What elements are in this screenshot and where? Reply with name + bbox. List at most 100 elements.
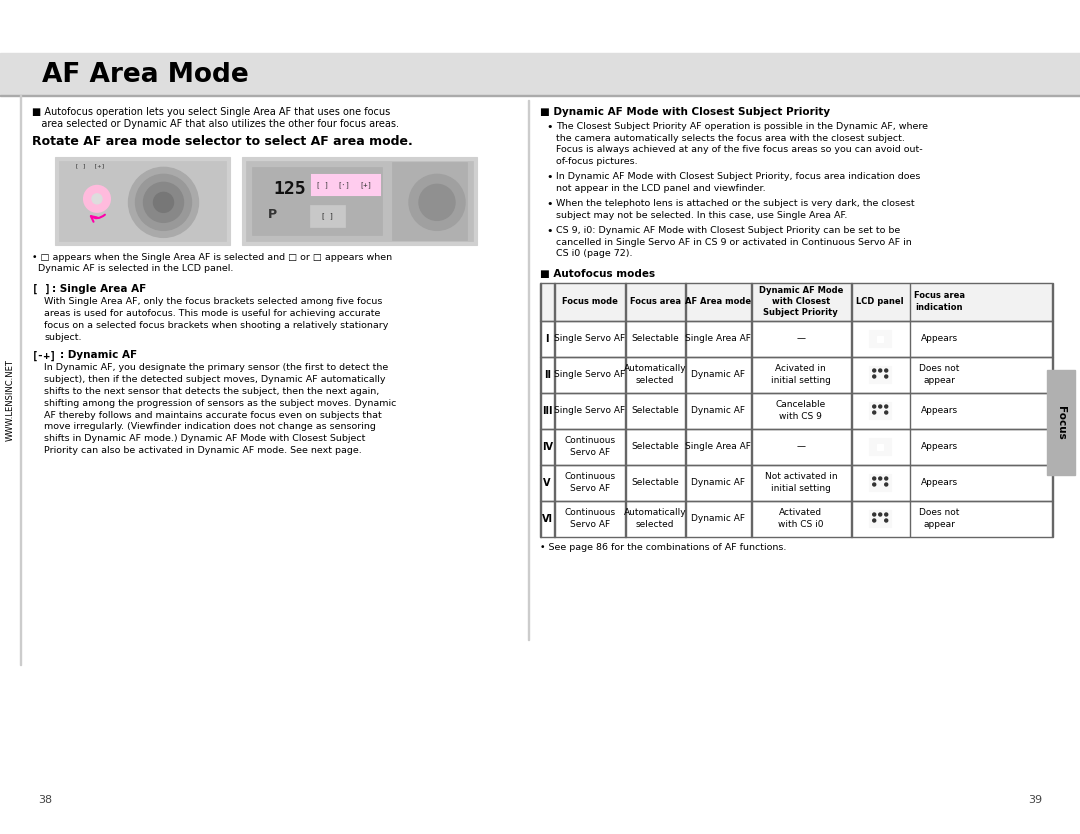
Text: •: • [546,122,553,132]
Text: Appears: Appears [920,334,958,343]
Text: area selected or Dynamic AF that also utilizes the other four focus areas.: area selected or Dynamic AF that also ut… [32,118,399,128]
Text: Continuous
Servo AF: Continuous Servo AF [564,436,616,456]
Text: Does not
appear: Does not appear [919,364,959,384]
Circle shape [873,519,876,522]
Bar [0,53,1080,95]
Text: Automatically
selected: Automatically selected [624,509,687,529]
Text: P: P [268,208,276,221]
Text: ■ Dynamic AF Mode with Closest Subject Priority: ■ Dynamic AF Mode with Closest Subject P… [540,107,831,117]
Text: Appears: Appears [920,478,958,487]
Text: Single Area AF: Single Area AF [685,442,751,451]
Text: In Dynamic AF Mode with Closest Subject Priority, focus area indication does: In Dynamic AF Mode with Closest Subject … [556,172,920,181]
Circle shape [885,411,888,414]
Bar [540,429,1052,465]
Text: shifts to the next sensor that detects the subject, then the next again,: shifts to the next sensor that detects t… [44,387,379,396]
Text: Appears: Appears [920,406,958,415]
Circle shape [885,375,888,378]
Text: VI: VI [542,514,553,524]
Bar [312,174,380,194]
Text: shifts in Dynamic AF mode.) Dynamic AF Mode with Closest Subject: shifts in Dynamic AF mode.) Dynamic AF M… [44,435,365,443]
Text: WWW.LENSINC.NET: WWW.LENSINC.NET [5,359,14,441]
Text: Dynamic AF: Dynamic AF [691,478,745,487]
Text: • See page 86 for the combinations of AF functions.: • See page 86 for the combinations of AF… [540,544,786,552]
Text: V: V [543,478,551,488]
Circle shape [873,483,876,486]
Text: not appear in the LCD panel and viewfinder.: not appear in the LCD panel and viewfind… [556,183,766,193]
Bar [540,356,1052,393]
Text: Dynamic AF: Dynamic AF [691,406,745,415]
Circle shape [879,477,881,480]
Circle shape [885,369,888,372]
Text: Does not
appear: Does not appear [919,509,959,529]
Text: areas is used for autofocus. This mode is useful for achieving accurate: areas is used for autofocus. This mode i… [44,309,380,318]
Text: The Closest Subject Priority AF operation is possible in the Dynamic AF, where: The Closest Subject Priority AF operatio… [556,122,928,131]
Text: Dynamic AF Mode
with Closest
Subject Priority: Dynamic AF Mode with Closest Subject Pri… [758,286,843,317]
Text: Focus is always achieved at any of the five focus areas so you can avoid out-: Focus is always achieved at any of the f… [556,145,922,154]
Bar [59,161,226,240]
Circle shape [873,375,876,378]
Bar [540,283,1052,320]
Text: [·]: [·] [338,181,350,188]
Text: •: • [546,226,553,236]
Text: IV: IV [542,441,553,451]
Circle shape [879,513,881,516]
Bar [242,157,477,244]
Text: Selectable: Selectable [632,406,679,415]
Text: Activated
with CS i0: Activated with CS i0 [778,509,824,529]
Text: I: I [545,334,549,344]
Bar [869,330,891,347]
Bar [869,474,891,491]
Text: AF thereby follows and maintains accurate focus even on subjects that: AF thereby follows and maintains accurat… [44,410,381,420]
Text: 38: 38 [38,795,52,805]
Bar [55,157,230,244]
Text: Focus area: Focus area [630,297,680,306]
Text: [ ]: [ ] [321,212,334,219]
Text: ■ Autofocus operation lets you select Single Area AF that uses one focus: ■ Autofocus operation lets you select Si… [32,107,390,117]
Text: Dynamic AF: Dynamic AF [691,514,745,523]
Circle shape [92,193,102,203]
Text: : Dynamic AF: : Dynamic AF [60,350,137,360]
Text: [+]: [+] [360,181,373,188]
Text: [ ]: [ ] [32,284,51,294]
Circle shape [879,405,881,408]
Text: When the telephoto lens is attached or the subject is very dark, the closest: When the telephoto lens is attached or t… [556,199,915,208]
Text: Single Servo AF: Single Servo AF [554,370,625,379]
Bar [877,335,883,341]
Circle shape [873,369,876,372]
Text: [-+]: [-+] [32,350,57,360]
Circle shape [873,513,876,516]
Text: AF Area Mode: AF Area Mode [42,62,248,88]
Text: III: III [542,405,552,415]
Text: [ ]: [ ] [315,181,328,188]
Text: Single Servo AF: Single Servo AF [554,334,625,343]
Bar [540,465,1052,500]
Text: Single Servo AF: Single Servo AF [554,406,625,415]
Bar [540,500,1052,536]
Text: of-focus pictures.: of-focus pictures. [556,157,637,165]
Bar [869,366,891,383]
Text: • □ appears when the Single Area AF is selected and □ or □ appears when: • □ appears when the Single Area AF is s… [32,253,392,262]
Text: LCD panel: LCD panel [856,297,904,306]
Text: cancelled in Single Servo AF in CS 9 or activated in Continuous Servo AF in: cancelled in Single Servo AF in CS 9 or … [556,238,912,247]
Text: Rotate AF area mode selector to select AF area mode.: Rotate AF area mode selector to select A… [32,134,413,148]
Text: Continuous
Servo AF: Continuous Servo AF [564,509,616,529]
Text: •: • [546,172,553,182]
Text: shifting among the progression of sensors as the subject moves. Dynamic: shifting among the progression of sensor… [44,399,396,408]
Text: the camera automatically selects the focus area with the closest subject.: the camera automatically selects the foc… [556,133,905,143]
Circle shape [885,519,888,522]
Circle shape [873,477,876,480]
Text: Dynamic AF is selected in the LCD panel.: Dynamic AF is selected in the LCD panel. [32,264,233,274]
Bar [869,402,891,419]
Text: Continuous
Servo AF: Continuous Servo AF [564,472,616,493]
Circle shape [409,174,465,230]
Circle shape [84,186,110,212]
Bar [246,161,473,240]
Text: Acivated in
initial setting: Acivated in initial setting [771,364,831,384]
Text: move irregularly. (Viewfinder indication does not change as sensoring: move irregularly. (Viewfinder indication… [44,422,376,431]
Text: Dynamic AF: Dynamic AF [691,370,745,379]
Text: subject may not be selected. In this case, use Single Area AF.: subject may not be selected. In this cas… [556,210,848,219]
Text: In Dynamic AF, you designate the primary sensor (the first to detect the: In Dynamic AF, you designate the primary… [44,364,388,373]
Circle shape [885,483,888,486]
Text: 125: 125 [273,179,307,198]
Bar [1047,370,1075,475]
